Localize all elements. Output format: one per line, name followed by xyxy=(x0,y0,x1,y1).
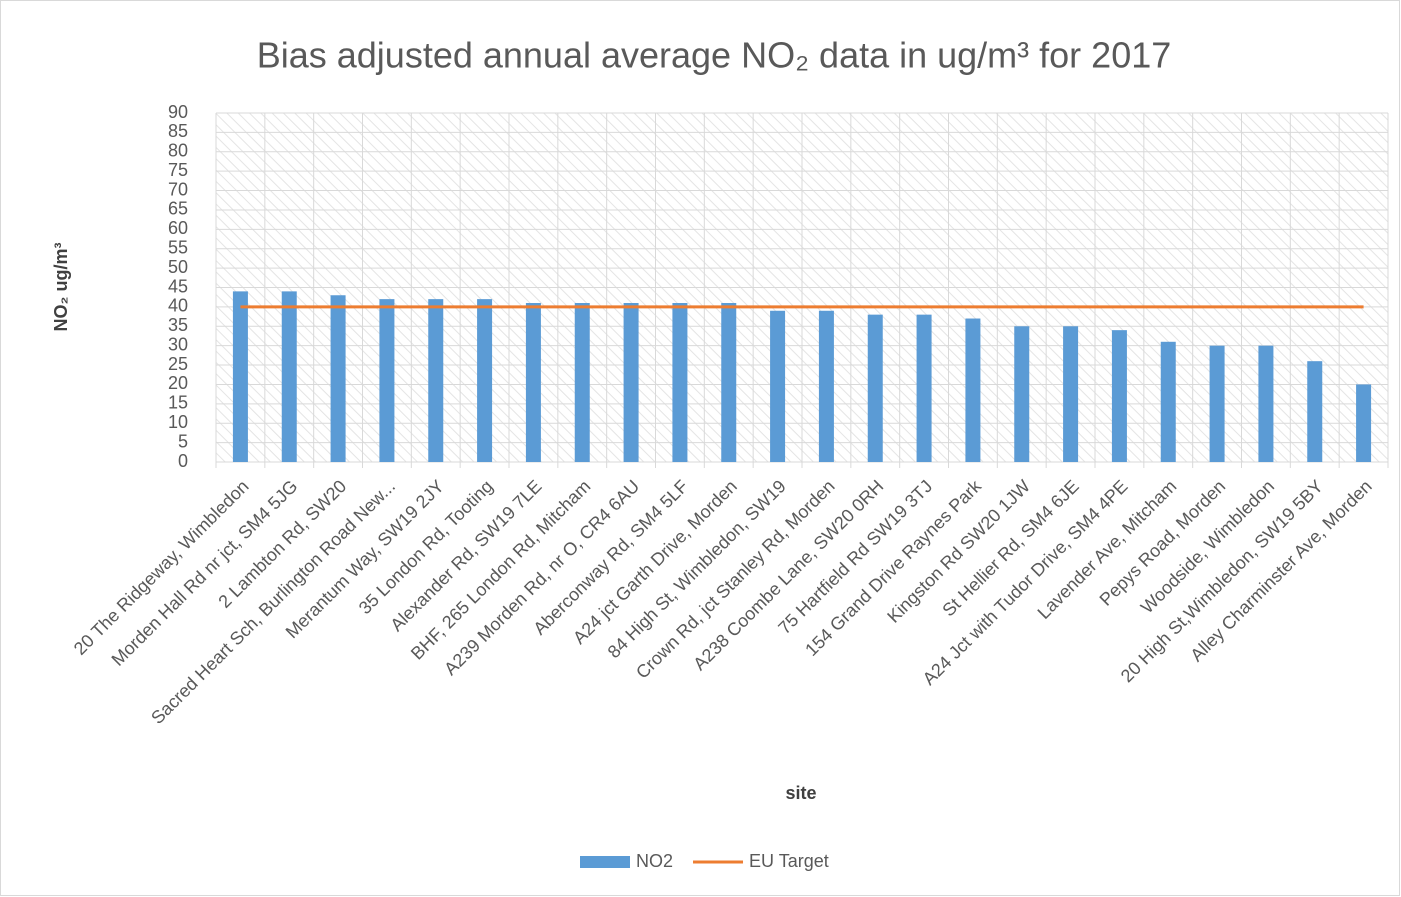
bar xyxy=(477,299,493,462)
bar xyxy=(232,291,248,462)
bar xyxy=(672,303,688,462)
bar xyxy=(1307,361,1323,462)
bar xyxy=(916,314,932,462)
bar xyxy=(1111,330,1127,462)
y-tick-label: 45 xyxy=(168,276,188,296)
legend-label: NO2 xyxy=(636,851,673,871)
bar xyxy=(1160,341,1176,462)
bar xyxy=(721,303,737,462)
bar xyxy=(330,295,346,462)
bar xyxy=(1356,384,1372,462)
bar xyxy=(1258,345,1274,462)
x-axis-label: site xyxy=(785,783,816,803)
chart-title: Bias adjusted annual average NO₂ data in… xyxy=(257,35,1172,76)
bar xyxy=(623,303,639,462)
y-tick-label: 5 xyxy=(178,431,188,451)
bar xyxy=(1063,326,1079,462)
bar xyxy=(1014,326,1030,462)
y-tick-label: 30 xyxy=(168,334,188,354)
y-tick-label: 25 xyxy=(168,354,188,374)
y-tick-label: 55 xyxy=(168,237,188,257)
y-axis-label: NO₂ ug/m³ xyxy=(51,243,71,332)
bar xyxy=(1209,345,1225,462)
bar xyxy=(818,310,834,462)
y-tick-label: 15 xyxy=(168,393,188,413)
y-tick-label: 0 xyxy=(178,451,188,471)
bar xyxy=(965,318,981,462)
bar xyxy=(867,314,883,462)
y-tick-label: 10 xyxy=(168,412,188,432)
y-tick-label: 35 xyxy=(168,315,188,335)
legend-label: EU Target xyxy=(749,851,829,871)
bar xyxy=(574,303,590,462)
bar xyxy=(525,303,541,462)
y-tick-label: 20 xyxy=(168,373,188,393)
y-tick-label: 60 xyxy=(168,218,188,238)
y-tick-label: 80 xyxy=(168,141,188,161)
bar xyxy=(281,291,297,462)
y-tick-label: 70 xyxy=(168,179,188,199)
y-tick-label: 40 xyxy=(168,296,188,316)
bar xyxy=(428,299,444,462)
y-tick-label: 75 xyxy=(168,160,188,180)
bar xyxy=(770,310,786,462)
bar xyxy=(379,299,395,462)
legend-swatch xyxy=(580,856,630,868)
y-tick-label: 85 xyxy=(168,121,188,141)
y-tick-label: 65 xyxy=(168,199,188,219)
y-tick-label: 50 xyxy=(168,257,188,277)
y-tick-label: 90 xyxy=(168,102,188,122)
